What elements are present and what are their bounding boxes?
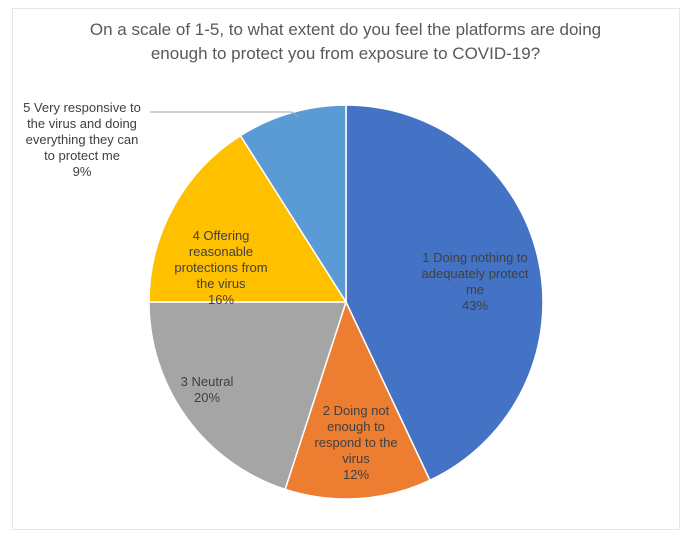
- data-label-slice-2: 2 Doing not enough to respond to the virus 1…: [314, 403, 397, 482]
- leader-line-slice-5: [150, 111, 299, 118]
- pie-slice-1: [345, 104, 544, 482]
- data-label-line: protections from: [174, 260, 267, 275]
- pie-slice-4: [148, 134, 348, 303]
- chart-title-line-2: enough to protect you from exposure to C…: [150, 44, 541, 63]
- data-label-line: the virus: [196, 276, 246, 291]
- chart-title-line-1: On a scale of 1-5, to what extent do you…: [89, 20, 602, 39]
- data-label-value: 16%: [208, 292, 234, 307]
- data-label-value: 43%: [462, 298, 488, 313]
- pie-slices: [148, 104, 544, 500]
- data-label-line: enough to: [327, 419, 385, 434]
- data-label-line: the virus and doing: [27, 116, 137, 131]
- chart-title: On a scale of 1-5, to what extent do you…: [0, 18, 691, 66]
- data-label-slice-1: 1 Doing nothing to adequately protect me 43…: [422, 250, 529, 313]
- data-label-line: to protect me: [44, 148, 120, 163]
- chart-frame: [12, 8, 680, 530]
- pie-slice-3: [148, 301, 348, 491]
- data-label-value: 9%: [73, 164, 92, 179]
- pie-slice-5: [239, 104, 347, 305]
- pie-slice-2: [284, 299, 431, 500]
- data-label-slice-4: 4 Offering reasonable protections from the …: [174, 228, 267, 307]
- data-label-line: reasonable: [189, 244, 253, 259]
- leader-lines: [150, 111, 299, 118]
- data-label-line: 3 Neutral: [181, 374, 234, 389]
- data-label-line: virus: [342, 451, 370, 466]
- data-labels: 1 Doing nothing to adequately protect me 43…: [23, 100, 529, 482]
- data-label-line: 1 Doing nothing to: [422, 250, 528, 265]
- data-label-line: adequately protect: [422, 266, 529, 281]
- data-label-slice-3: 3 Neutral 20%: [181, 374, 234, 405]
- data-label-line: everything they can: [26, 132, 139, 147]
- data-label-line: respond to the: [314, 435, 397, 450]
- data-label-value: 20%: [194, 390, 220, 405]
- data-label-value: 12%: [343, 467, 369, 482]
- data-label-slice-5: 5 Very responsive to the virus and doing e…: [23, 100, 141, 179]
- data-label-line: me: [466, 282, 484, 297]
- data-label-line: 4 Offering: [193, 228, 250, 243]
- data-label-line: 5 Very responsive to: [23, 100, 141, 115]
- data-label-line: 2 Doing not: [323, 403, 390, 418]
